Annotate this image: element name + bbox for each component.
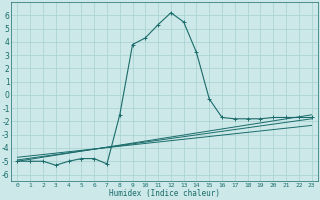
X-axis label: Humidex (Indice chaleur): Humidex (Indice chaleur) <box>109 189 220 198</box>
